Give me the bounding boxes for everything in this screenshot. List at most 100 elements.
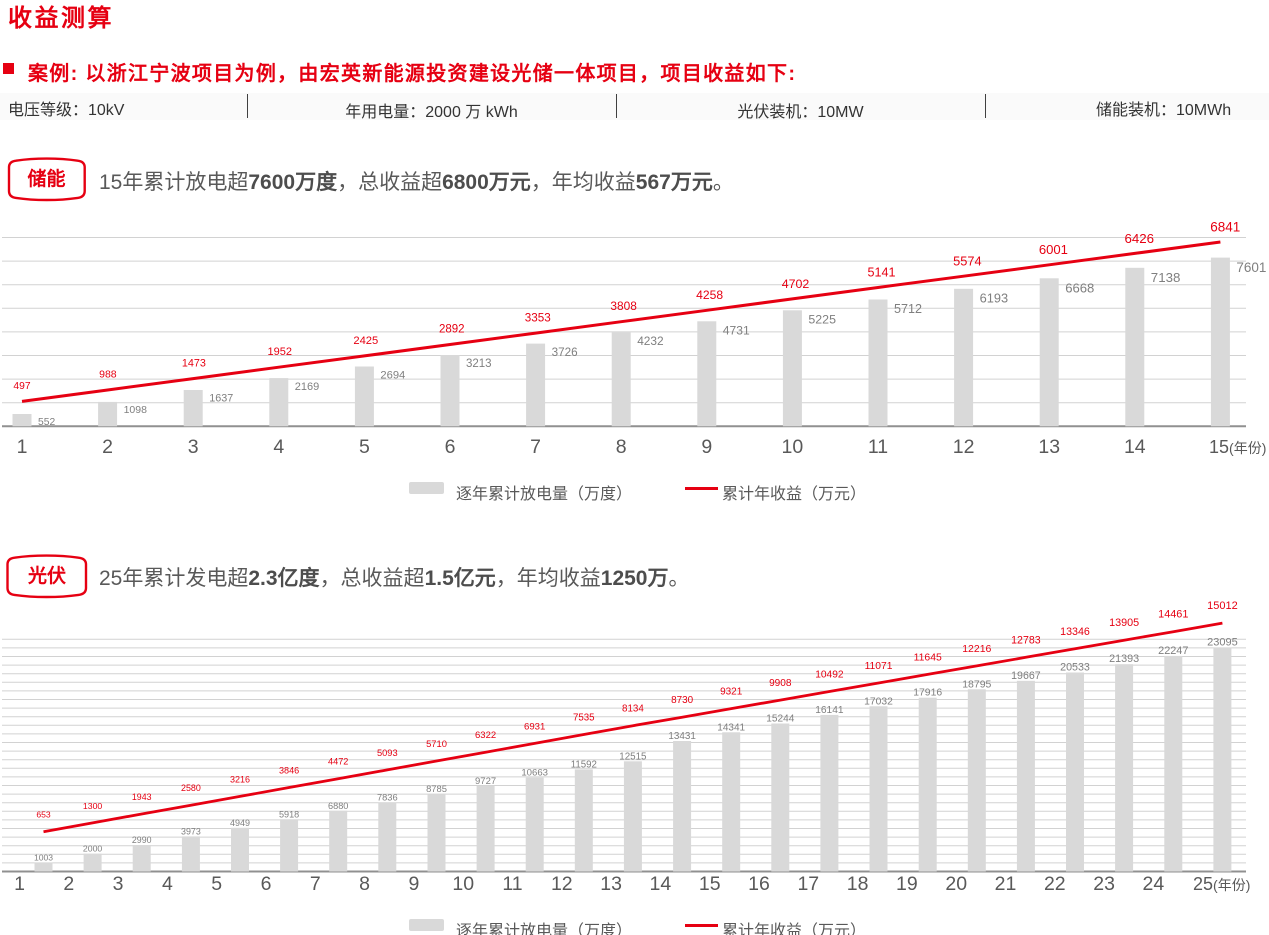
svg-text:1003: 1003 xyxy=(34,853,53,863)
svg-text:6668: 6668 xyxy=(1065,280,1094,295)
svg-text:19667: 19667 xyxy=(1011,670,1041,682)
svg-text:6: 6 xyxy=(261,873,272,895)
svg-text:2169: 2169 xyxy=(295,381,319,393)
svg-text:1473: 1473 xyxy=(182,357,206,369)
svg-text:7: 7 xyxy=(530,436,541,458)
svg-text:18: 18 xyxy=(847,873,869,895)
svg-text:1098: 1098 xyxy=(124,404,148,416)
svg-text:21393: 21393 xyxy=(1109,653,1139,665)
svg-text:3973: 3973 xyxy=(181,826,201,836)
svg-text:5712: 5712 xyxy=(894,302,922,316)
svg-text:10: 10 xyxy=(452,873,474,895)
svg-text:7535: 7535 xyxy=(573,713,595,724)
svg-text:20: 20 xyxy=(945,873,967,895)
svg-text:10: 10 xyxy=(782,436,804,458)
svg-text:4: 4 xyxy=(162,873,173,895)
svg-text:14: 14 xyxy=(650,873,672,895)
svg-text:15244: 15244 xyxy=(766,714,794,725)
svg-text:9321: 9321 xyxy=(720,687,743,698)
svg-text:2892: 2892 xyxy=(439,324,465,336)
svg-text:2990: 2990 xyxy=(132,835,152,845)
svg-text:16141: 16141 xyxy=(815,705,844,716)
svg-text:11: 11 xyxy=(502,873,522,895)
svg-text:15(年份): 15(年份) xyxy=(1209,437,1266,457)
svg-text:13346: 13346 xyxy=(1060,626,1090,638)
svg-text:17032: 17032 xyxy=(864,696,893,707)
svg-text:13: 13 xyxy=(600,873,622,895)
svg-text:2: 2 xyxy=(63,873,74,895)
svg-text:8134: 8134 xyxy=(622,704,644,715)
svg-text:7138: 7138 xyxy=(1151,270,1181,285)
svg-text:14341: 14341 xyxy=(717,722,745,733)
svg-text:3: 3 xyxy=(188,436,199,458)
svg-text:7836: 7836 xyxy=(377,792,398,802)
svg-text:24: 24 xyxy=(1143,873,1165,895)
svg-text:25(年份): 25(年份) xyxy=(1193,874,1250,894)
svg-text:6880: 6880 xyxy=(328,801,348,811)
svg-text:11592: 11592 xyxy=(571,759,597,770)
svg-text:3213: 3213 xyxy=(466,358,492,370)
svg-text:9: 9 xyxy=(701,436,712,458)
svg-text:3: 3 xyxy=(113,873,124,895)
svg-text:6426: 6426 xyxy=(1125,231,1155,246)
svg-text:5: 5 xyxy=(359,436,370,458)
svg-text:17916: 17916 xyxy=(913,688,942,699)
svg-text:5141: 5141 xyxy=(867,266,895,280)
svg-text:2000: 2000 xyxy=(83,844,102,854)
svg-text:1: 1 xyxy=(17,436,28,458)
svg-text:5093: 5093 xyxy=(377,748,398,758)
svg-text:8: 8 xyxy=(359,873,370,895)
svg-text:14: 14 xyxy=(1124,436,1146,458)
svg-text:13431: 13431 xyxy=(668,731,696,742)
svg-text:7: 7 xyxy=(310,873,321,895)
svg-text:5225: 5225 xyxy=(808,313,836,327)
svg-text:2: 2 xyxy=(102,436,113,458)
svg-text:653: 653 xyxy=(36,810,51,820)
svg-text:1943: 1943 xyxy=(132,792,152,802)
svg-text:3808: 3808 xyxy=(610,299,637,313)
svg-text:16: 16 xyxy=(748,873,770,895)
svg-text:6001: 6001 xyxy=(1039,242,1068,257)
svg-text:4: 4 xyxy=(273,436,284,458)
svg-text:20533: 20533 xyxy=(1060,662,1090,674)
svg-text:14461: 14461 xyxy=(1158,609,1188,621)
svg-text:22247: 22247 xyxy=(1158,645,1188,657)
svg-text:5918: 5918 xyxy=(279,809,299,819)
svg-text:3353: 3353 xyxy=(525,312,551,325)
svg-text:3846: 3846 xyxy=(279,766,299,776)
svg-text:21: 21 xyxy=(995,873,1017,895)
svg-text:15: 15 xyxy=(699,873,721,895)
svg-text:19: 19 xyxy=(896,873,918,895)
svg-text:2425: 2425 xyxy=(353,335,378,347)
svg-text:11: 11 xyxy=(868,436,888,458)
svg-text:1: 1 xyxy=(14,873,25,895)
svg-text:8730: 8730 xyxy=(671,695,693,706)
svg-text:11071: 11071 xyxy=(865,661,893,672)
svg-text:23: 23 xyxy=(1093,873,1115,895)
svg-text:22: 22 xyxy=(1044,873,1066,895)
svg-text:10492: 10492 xyxy=(815,670,844,681)
svg-text:8: 8 xyxy=(616,436,627,458)
svg-text:12783: 12783 xyxy=(1011,634,1041,646)
svg-text:12216: 12216 xyxy=(962,643,991,655)
svg-text:6841: 6841 xyxy=(1210,220,1240,235)
svg-text:7601: 7601 xyxy=(1236,260,1266,275)
svg-text:497: 497 xyxy=(13,381,30,392)
svg-text:6931: 6931 xyxy=(524,721,545,732)
svg-text:6: 6 xyxy=(445,436,456,458)
svg-text:6322: 6322 xyxy=(475,730,496,741)
svg-text:552: 552 xyxy=(38,417,55,428)
svg-text:11645: 11645 xyxy=(914,652,942,663)
svg-text:4472: 4472 xyxy=(328,757,348,767)
svg-text:1300: 1300 xyxy=(83,801,102,811)
svg-text:9: 9 xyxy=(408,873,419,895)
svg-text:12: 12 xyxy=(551,873,573,895)
svg-text:2580: 2580 xyxy=(181,783,201,793)
svg-text:4702: 4702 xyxy=(782,277,810,291)
svg-text:6193: 6193 xyxy=(980,291,1008,306)
svg-text:18795: 18795 xyxy=(962,678,991,690)
svg-text:1637: 1637 xyxy=(209,393,233,405)
svg-text:4258: 4258 xyxy=(696,288,723,302)
svg-text:988: 988 xyxy=(99,369,117,381)
svg-text:13905: 13905 xyxy=(1109,617,1139,629)
